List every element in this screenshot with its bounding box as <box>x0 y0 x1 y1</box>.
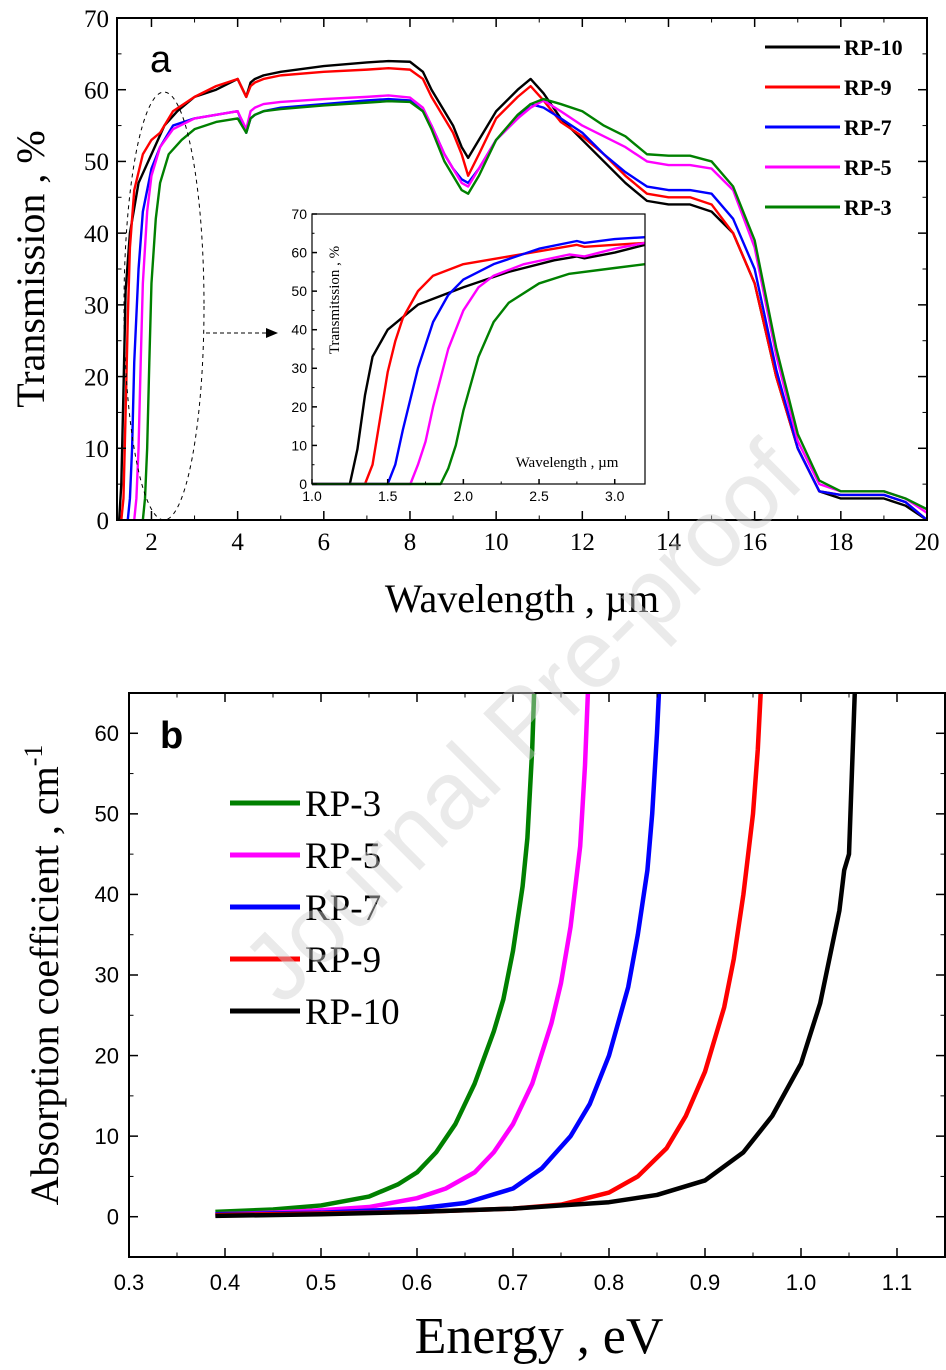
panel-b-legend-label: RP-7 <box>305 888 381 929</box>
panel-a-y-axis-title: Transmission , % <box>8 130 53 407</box>
panel-a-legend-label: RP-3 <box>844 195 892 220</box>
inset-ticks: 1.0 1.5 2.0 2.5 3.0 0 10 20 30 40 50 60 70 <box>291 206 624 504</box>
inset-x-tick-label: 3.0 <box>605 488 625 504</box>
panel-a-legend-label: RP-7 <box>844 115 892 140</box>
inset-series-rp-7 <box>312 235 646 486</box>
inset-x-tick-label: 2.5 <box>529 488 549 504</box>
panel-b-x-tick-label: 1.0 <box>786 1270 817 1295</box>
inset-y-tick-label: 0 <box>299 476 307 492</box>
panel-b-x-tick-label: 1.1 <box>882 1270 913 1295</box>
panel-a-x-tick-label: 8 <box>404 529 417 556</box>
panel-b-chart: 0.3 0.4 0.5 0.6 0.7 0.8 0.9 1.0 1.1 0 10 20 30 40 50 60… <box>19 692 946 1365</box>
panel-a-inset-chart: 1.0 1.5 2.0 2.5 3.0 0 10 20 30 40 50 60 70 Wavelengt… <box>291 206 646 504</box>
panel-a-x-tick-label: 16 <box>742 529 767 556</box>
panel-a-x-tick-label: 18 <box>828 529 853 556</box>
panel-b-legend-label: RP-9 <box>305 940 381 981</box>
zoom-region-ellipse <box>123 91 205 521</box>
panel-b-y-tick-label: 30 <box>95 963 119 988</box>
panel-b-y-tick-label: 60 <box>95 721 119 746</box>
inset-x-tick-label: 2.0 <box>454 488 474 504</box>
panel-b-y-axis-title-group: Absorption coefficient , cm-1 <box>19 745 67 1206</box>
panel-b-x-tick-label: 0.3 <box>114 1270 145 1295</box>
panel-b-y-tick-label: 20 <box>95 1043 119 1068</box>
panel-b-legend-label: RP-3 <box>305 784 381 825</box>
panel-a-letter: a <box>150 39 172 81</box>
panel-a-y-tick-label: 40 <box>84 221 109 248</box>
panel-a-legend-label: RP-5 <box>844 155 892 180</box>
panel-b-x-tick-label: 0.6 <box>402 1270 433 1295</box>
inset-series-rp-9 <box>312 241 646 486</box>
panel-a-series-rp-3 <box>141 97 928 521</box>
panel-b-y-tick-label: 0 <box>107 1204 119 1229</box>
panel-b-x-tick-label: 0.5 <box>306 1270 337 1295</box>
panel-a-x-tick-label: 12 <box>570 529 595 556</box>
panel-b-ticks: 0.3 0.4 0.5 0.6 0.7 0.8 0.9 1.0 1.1 0 10 20 30 40 50 60 <box>95 692 945 1295</box>
inset-y-axis-title: Transmitssion , % <box>327 246 343 354</box>
panel-a-y-tick-label: 30 <box>84 293 109 320</box>
inset-y-tick-label: 60 <box>291 244 307 260</box>
panel-a-x-tick-label: 2 <box>145 529 158 556</box>
zoom-arrow-head-icon <box>266 328 278 338</box>
panel-b-legend-label: RP-10 <box>305 992 400 1033</box>
inset-y-tick-label: 70 <box>291 206 307 222</box>
panel-b-y-tick-label: 40 <box>95 882 119 907</box>
panel-b-y-axis-title-sup: -1 <box>19 745 48 767</box>
panel-a-y-tick-label: 10 <box>84 436 109 463</box>
panel-a-y-tick-label: 0 <box>97 508 110 535</box>
panel-a-chart: 2 4 6 8 10 12 14 16 18 20 0 10 20 30 40 50 60 70 a Wavele… <box>8 6 940 621</box>
panel-a-ticks: 2 4 6 8 10 12 14 16 18 20 0 10 20 30 40 50 60 70 <box>84 6 940 556</box>
inset-series-group <box>312 235 646 486</box>
panel-b-letter: b <box>160 715 183 757</box>
panel-a-legend-label: RP-9 <box>844 75 892 100</box>
inset-series-rp-5 <box>312 241 646 486</box>
inset-series-rp-10 <box>312 243 646 486</box>
inset-background <box>312 214 645 484</box>
panel-b-series-rp-5 <box>215 692 591 1217</box>
panel-b-legend: RP-3 RP-5 RP-7 RP-9 RP-10 <box>230 784 400 1033</box>
panel-b-series-rp-7 <box>215 692 662 1217</box>
panel-a-x-tick-label: 20 <box>915 529 940 556</box>
panel-a-y-tick-label: 20 <box>84 364 109 391</box>
panel-a-y-tick-label: 60 <box>84 77 109 104</box>
panel-a-legend: RP-10 RP-9 RP-7 RP-5 RP-3 <box>765 35 903 220</box>
panel-b-y-axis-title: Absorption coefficient , cm-1 <box>19 745 67 1206</box>
panel-b-x-axis-title: Energy , eV <box>415 1308 664 1365</box>
panel-a-y-tick-label: 50 <box>84 149 109 176</box>
panel-a-series-group <box>117 59 928 521</box>
panel-b-series-rp-3 <box>215 692 537 1215</box>
panel-a-x-tick-label: 10 <box>484 529 509 556</box>
panel-a-x-tick-label: 6 <box>318 529 331 556</box>
inset-y-tick-label: 50 <box>291 283 307 299</box>
panel-b-legend-label: RP-5 <box>305 836 381 877</box>
watermark-text: Journal Pre-proof <box>222 422 822 1022</box>
inset-y-tick-label: 30 <box>291 360 307 376</box>
panel-b-x-tick-label: 0.9 <box>690 1270 721 1295</box>
panel-b-x-tick-label: 0.8 <box>594 1270 625 1295</box>
panel-a-x-axis-title: Wavelength , µm <box>385 576 659 621</box>
inset-x-tick-label: 1.0 <box>302 488 322 504</box>
panel-b-y-axis-title-main: Absorption coefficient , cm <box>22 766 67 1205</box>
panel-b-y-tick-label: 10 <box>95 1124 119 1149</box>
inset-x-axis-title: Wavelength , µm <box>516 455 619 471</box>
inset-y-tick-label: 40 <box>291 322 307 338</box>
panel-a-series-rp-9 <box>120 66 928 521</box>
panel-b-y-tick-label: 50 <box>95 802 119 827</box>
panel-a-legend-label: RP-10 <box>844 35 903 60</box>
panel-a-x-tick-label: 4 <box>231 529 244 556</box>
panel-a-y-tick-label: 70 <box>84 6 109 33</box>
panel-b-x-tick-label: 0.4 <box>210 1270 241 1295</box>
inset-y-tick-label: 20 <box>291 399 307 415</box>
inset-series-rp-3 <box>312 262 646 486</box>
panel-b-series-group <box>215 692 858 1219</box>
panel-a-series-rp-5 <box>133 94 928 521</box>
panel-b-x-tick-label: 0.7 <box>498 1270 529 1295</box>
inset-x-tick-label: 1.5 <box>378 488 398 504</box>
panel-b-series-rp-10 <box>215 692 858 1219</box>
panel-a-x-tick-label: 14 <box>656 529 682 556</box>
inset-y-tick-label: 10 <box>291 437 307 453</box>
